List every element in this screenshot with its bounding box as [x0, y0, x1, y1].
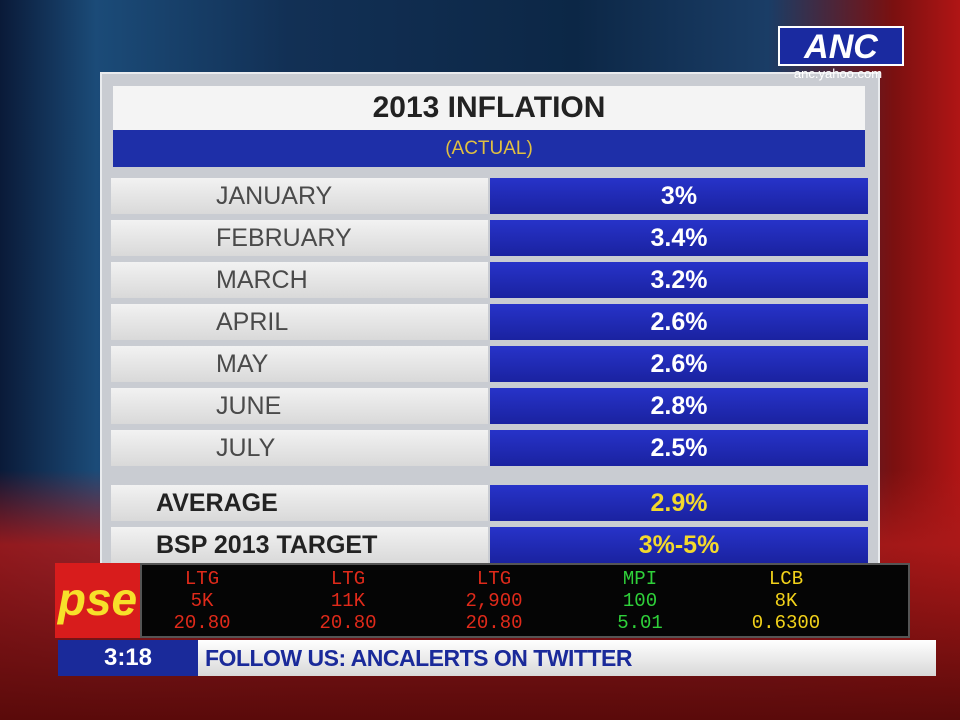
ticker-price: 20.80 [465, 612, 523, 634]
ticker-volume: 8K [774, 590, 798, 612]
table-subtitle: (ACTUAL) [113, 130, 865, 167]
ticker-price: 20.80 [173, 612, 231, 634]
row-value: 3.4% [490, 220, 868, 256]
summary-value: 3%-5% [490, 527, 868, 563]
row-label: MARCH [111, 262, 488, 298]
row-label: APRIL [111, 304, 488, 340]
ticker-volume: 5K [190, 590, 214, 612]
summary-value: 2.9% [490, 485, 868, 521]
row-value: 2.6% [490, 346, 868, 382]
ticker-price: 20.80 [319, 612, 377, 634]
ticker-symbol: LTG [476, 568, 512, 590]
ticker-symbol: LTG [184, 568, 220, 590]
row-value: 3.2% [490, 262, 868, 298]
crawl-text: FOLLOW US: ANCALERTS ON TWITTER [205, 645, 632, 671]
row-label: MAY [111, 346, 488, 382]
row-label: JUNE [111, 388, 488, 424]
channel-logo: ANC [778, 26, 904, 66]
clock: 3:18 [58, 640, 198, 676]
ticker-price: 5.01 [617, 612, 663, 634]
ticker-price: 0.6300 [751, 612, 821, 634]
summary-label: AVERAGE [111, 485, 488, 521]
ticker-symbol: MPI [622, 568, 658, 590]
ticker-symbol: LCB [768, 568, 804, 590]
summary-label: BSP 2013 TARGET [111, 527, 488, 563]
row-label: JANUARY [111, 178, 488, 214]
row-value: 3% [490, 178, 868, 214]
row-value: 2.8% [490, 388, 868, 424]
ticker-volume: 100 [622, 590, 658, 612]
row-label: FEBRUARY [111, 220, 488, 256]
row-value: 2.5% [490, 430, 868, 466]
table-title: 2013 INFLATION [113, 86, 865, 130]
stock-ticker [140, 563, 910, 638]
ticker-symbol: LTG [330, 568, 366, 590]
row-value: 2.6% [490, 304, 868, 340]
ticker-volume: 11K [330, 590, 366, 612]
pse-logo: pse [55, 563, 140, 638]
crawl-bar [58, 640, 936, 676]
ticker-volume: 2,900 [465, 590, 523, 612]
row-label: JULY [111, 430, 488, 466]
channel-site: anc.yahoo.com [793, 66, 883, 81]
